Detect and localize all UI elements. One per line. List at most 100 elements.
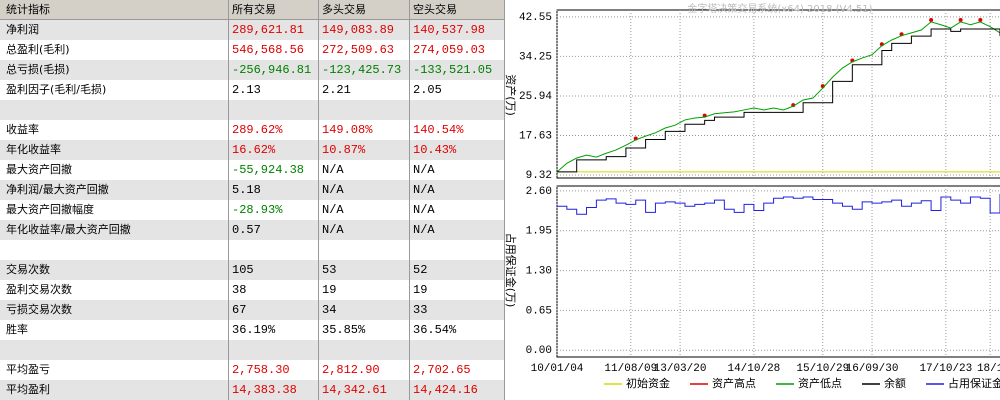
column-separator <box>228 20 229 40</box>
y-tick-label: 34.25 <box>519 51 552 63</box>
value-cell: N/A <box>322 203 344 217</box>
column-separator <box>228 200 229 220</box>
table-row: 盈利因子(毛利/毛损) 2.13 2.21 2.05 <box>0 80 504 100</box>
column-separator <box>318 240 319 260</box>
metric-label: 平均盈利 <box>6 383 50 396</box>
column-separator <box>318 80 319 100</box>
column-separator <box>409 360 410 380</box>
y-tick-label: 2.60 <box>526 186 552 198</box>
column-separator <box>409 140 410 160</box>
legend-label: 余额 <box>884 376 906 390</box>
column-separator <box>318 20 319 40</box>
chart-panel: 9.32 17.63 25.94 34.25 42.55 金字塔决策交易系统(x64) 2… <box>505 0 1000 400</box>
metric-label: 净利润/最大资产回撤 <box>6 183 109 196</box>
table-row: 年化收益率/最大资产回撤 0.57 N/A N/A <box>0 220 504 240</box>
metric-label: 总盈利(毛利) <box>6 43 70 56</box>
column-separator <box>318 180 319 200</box>
column-separator <box>318 360 319 380</box>
column-separator <box>228 240 229 260</box>
value-cell: -28.93% <box>232 203 283 217</box>
table-row: 总亏损(毛损) -256,946.81 -123,425.73 -133,521.05 <box>0 60 504 80</box>
table-row: 净利润 289,621.81 149,083.89 140,537.98 <box>0 20 504 40</box>
value-cell: 289.62% <box>232 123 283 137</box>
y-tick-label: 42.55 <box>519 12 552 24</box>
value-cell: 67 <box>232 303 247 317</box>
value-cell: 2,702.65 <box>413 363 471 377</box>
column-separator <box>409 380 410 400</box>
column-separator <box>318 160 319 180</box>
x-tick-label: 14/10/28 <box>727 363 780 375</box>
column-separator <box>318 320 319 340</box>
metric-label: 净利润 <box>6 23 39 36</box>
value-cell: N/A <box>413 163 435 177</box>
value-cell: 14,383.38 <box>232 383 297 397</box>
value-cell: 2,758.30 <box>232 363 290 377</box>
y-tick-label: 0.65 <box>526 305 552 317</box>
column-separator <box>228 60 229 80</box>
metric-label: 平均盈亏 <box>6 363 50 376</box>
asset-high-point <box>929 17 934 22</box>
table-row: 最大资产回撤幅度 -28.93% N/A N/A <box>0 200 504 220</box>
column-separator <box>409 220 410 240</box>
column-separator <box>318 300 319 320</box>
y-tick-label: 9.32 <box>526 170 552 182</box>
x-tick-label: 16/09/30 <box>846 363 899 375</box>
value-cell: 52 <box>413 263 428 277</box>
column-separator <box>409 120 410 140</box>
value-cell: 19 <box>322 283 337 297</box>
series-line <box>557 28 1000 173</box>
column-separator <box>318 40 319 60</box>
value-cell: N/A <box>322 163 344 177</box>
table-row <box>0 100 504 120</box>
table-row: 年化收益率 16.62% 10.87% 10.43% <box>0 140 504 160</box>
y-axis-label: 资产(万) <box>505 74 518 116</box>
column-separator <box>409 300 410 320</box>
metric-label: 最大资产回撤 <box>6 163 72 176</box>
metric-label: 收益率 <box>6 123 39 136</box>
column-separator <box>409 240 410 260</box>
metric-label: 胜率 <box>6 323 28 336</box>
asset-high-point <box>978 17 983 22</box>
value-cell: 5.18 <box>232 183 261 197</box>
table-row: 平均盈利 14,383.38 14,342.61 14,424.16 <box>0 380 504 400</box>
value-cell: 35.85% <box>322 323 366 337</box>
column-separator <box>409 160 410 180</box>
table-row: 亏损交易次数 67 34 33 <box>0 300 504 320</box>
metric-label: 盈利因子(毛利/毛损) <box>6 83 107 96</box>
x-tick-label: 10/01/04 <box>531 363 584 375</box>
value-cell: 105 <box>232 263 254 277</box>
column-separator <box>318 200 319 220</box>
metric-label: 年化收益率/最大资产回撤 <box>6 223 131 236</box>
column-separator <box>409 180 410 200</box>
value-cell: 14,342.61 <box>322 383 387 397</box>
metric-label: 最大资产回撤幅度 <box>6 203 94 216</box>
column-separator <box>228 340 229 360</box>
header-cell: 空头交易 <box>413 3 457 16</box>
column-separator <box>228 300 229 320</box>
column-separator <box>228 180 229 200</box>
header-cell: 统计指标 <box>6 3 50 16</box>
value-cell: 546,568.56 <box>232 43 305 57</box>
column-separator <box>409 20 410 40</box>
asset-high-point <box>958 17 963 22</box>
value-cell: 10.43% <box>413 143 457 157</box>
value-cell: N/A <box>413 203 435 217</box>
value-cell: N/A <box>322 183 344 197</box>
column-separator <box>318 280 319 300</box>
value-cell: 16.62% <box>232 143 276 157</box>
column-separator <box>409 0 410 20</box>
column-separator <box>228 140 229 160</box>
column-separator <box>318 120 319 140</box>
value-cell: 2,812.90 <box>322 363 380 377</box>
table-row: 净利润/最大资产回撤 5.18 N/A N/A <box>0 180 504 200</box>
column-separator <box>228 160 229 180</box>
column-separator <box>318 60 319 80</box>
column-separator <box>409 60 410 80</box>
legend-label: 初始资金 <box>626 376 670 390</box>
value-cell: 19 <box>413 283 428 297</box>
value-cell: 36.54% <box>413 323 457 337</box>
column-separator <box>228 100 229 120</box>
column-separator <box>228 260 229 280</box>
value-cell: -256,946.81 <box>232 63 312 77</box>
